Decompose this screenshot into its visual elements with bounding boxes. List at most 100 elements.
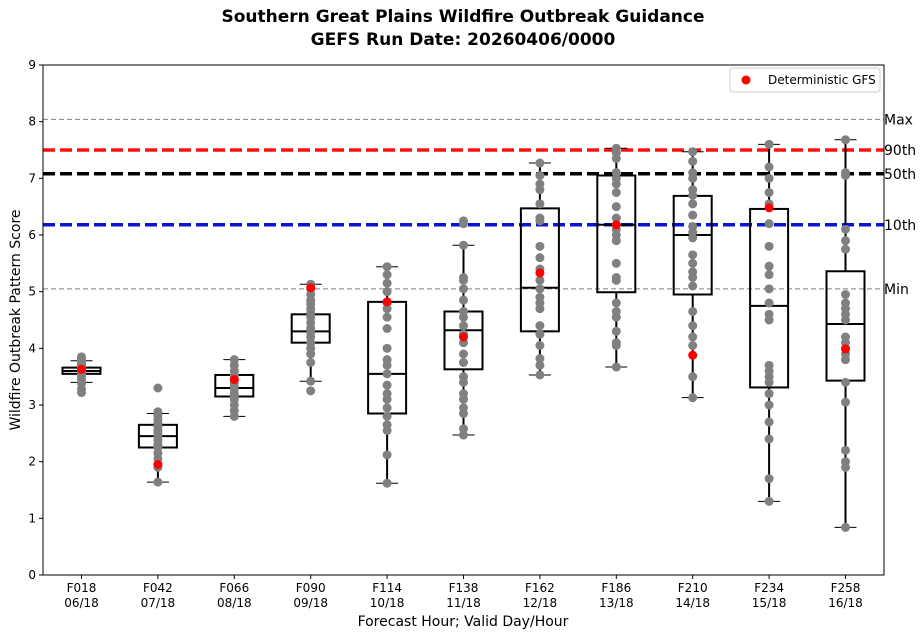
member-point — [611, 362, 621, 372]
x-tick-label-hour: F186 — [601, 581, 631, 595]
legend-gfs-label: Deterministic GFS — [768, 73, 876, 87]
chart-title-line1: Southern Great Plains Wildfire Outbreak … — [222, 7, 705, 27]
chart-title-line2: GEFS Run Date: 20260406/0000 — [311, 30, 616, 50]
member-point — [535, 354, 545, 364]
y-tick-label: 5 — [28, 285, 36, 299]
member-point — [764, 188, 774, 197]
member-point — [764, 139, 774, 149]
x-tick-label-hour: F162 — [525, 581, 555, 595]
x-tick-label-valid: 07/18 — [141, 596, 176, 610]
member-point — [611, 307, 621, 316]
member-point — [382, 270, 392, 280]
x-tick-label-valid: 13/18 — [599, 596, 634, 610]
member-point — [77, 352, 86, 362]
member-point — [459, 424, 468, 434]
member-point — [688, 147, 698, 157]
member-point — [459, 273, 468, 282]
member-point — [841, 135, 850, 145]
member-point — [764, 173, 774, 183]
member-point — [459, 295, 468, 305]
x-tick-label-valid: 12/18 — [523, 596, 558, 610]
member-point — [611, 202, 621, 212]
member-point — [841, 236, 850, 246]
member-point — [459, 430, 468, 440]
member-point — [611, 273, 621, 282]
member-point — [688, 250, 698, 260]
gfs-point — [153, 460, 163, 469]
member-point — [459, 307, 468, 316]
member-point — [153, 383, 163, 393]
box-iqr — [749, 207, 790, 389]
gfs-point — [688, 350, 698, 360]
member-point — [611, 298, 621, 308]
member-point — [306, 358, 316, 367]
member-point — [382, 411, 392, 421]
x-tick-label-hour: F138 — [449, 581, 479, 595]
member-point — [764, 389, 774, 399]
member-point — [382, 262, 392, 272]
x-tick-label-valid: 09/18 — [293, 596, 328, 610]
member-point — [841, 332, 850, 342]
x-tick-label-valid: 14/18 — [675, 596, 710, 610]
member-point — [535, 329, 545, 339]
legend-gfs-marker — [741, 75, 751, 85]
x-tick-label-hour: F210 — [678, 581, 708, 595]
gfs-point — [459, 332, 468, 342]
member-point — [535, 292, 545, 302]
member-point — [611, 168, 621, 178]
member-point — [382, 389, 392, 399]
member-point — [306, 376, 316, 386]
member-point — [688, 307, 698, 316]
member-point — [764, 417, 774, 427]
y-axis: 0 1 2 3 4 5 6 7 8 9 — [28, 58, 43, 582]
member-point — [764, 261, 774, 271]
member-point — [764, 309, 774, 319]
member-point — [382, 287, 392, 297]
member-point — [535, 284, 545, 294]
reference-lines — [43, 118, 884, 290]
member-point — [688, 393, 698, 403]
member-point — [841, 224, 850, 234]
legend-frame — [729, 67, 881, 93]
member-point — [382, 278, 392, 288]
gfs-point — [535, 268, 545, 278]
member-point — [841, 445, 850, 455]
gfs-point — [306, 283, 316, 293]
member-point — [841, 397, 850, 407]
member-point — [535, 199, 545, 209]
member-point — [382, 355, 392, 365]
member-point — [841, 168, 850, 178]
member-point — [459, 372, 468, 382]
y-tick-label: 2 — [28, 455, 36, 469]
member-point — [382, 403, 392, 413]
member-point — [382, 324, 392, 333]
member-point — [688, 281, 698, 291]
member-point — [459, 349, 468, 359]
member-point — [611, 143, 621, 153]
x-tick-label-hour: F114 — [372, 581, 402, 595]
member-point — [764, 284, 774, 294]
reference-label-90th: 90th — [884, 143, 916, 159]
x-tick-label-valid: 08/18 — [217, 596, 252, 610]
member-point — [535, 241, 545, 251]
member-point — [841, 522, 850, 532]
member-point — [153, 477, 163, 487]
gfs-point — [77, 364, 86, 374]
reference-label-min: Min — [884, 282, 909, 298]
member-point — [841, 298, 850, 308]
member-point — [841, 244, 850, 254]
member-point — [382, 369, 392, 379]
member-point — [153, 407, 163, 417]
y-tick-label: 0 — [28, 568, 36, 582]
member-point — [459, 216, 468, 226]
y-tick-label: 4 — [28, 341, 36, 355]
member-point — [611, 258, 621, 268]
member-point — [459, 403, 468, 413]
y-tick-label: 3 — [28, 398, 36, 412]
member-point — [611, 213, 621, 223]
member-point — [688, 267, 698, 277]
member-point — [382, 312, 392, 322]
reference-label-10th: 10th — [884, 218, 916, 234]
member-point — [764, 400, 774, 410]
